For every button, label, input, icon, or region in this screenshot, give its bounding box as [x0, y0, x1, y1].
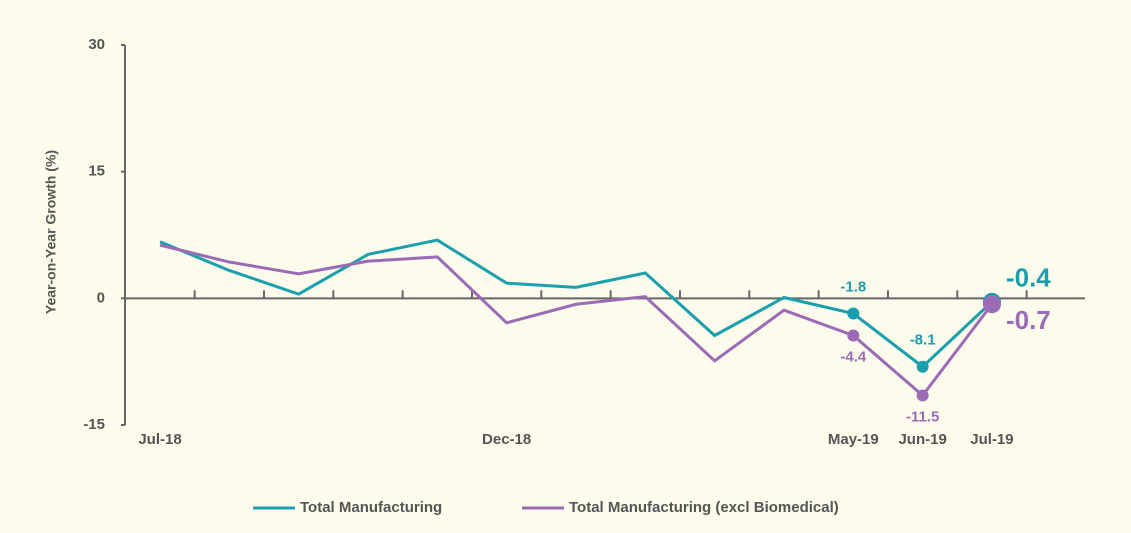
data-label: -8.1	[910, 332, 936, 349]
data-label: -0.7	[1006, 305, 1051, 335]
y-axis-label: Year-on-Year Growth (%)	[43, 150, 59, 314]
x-tick-label: Jul-18	[138, 431, 181, 448]
data-label: -11.5	[906, 408, 939, 425]
x-tick-label: Jun-19	[898, 431, 946, 448]
data-point	[982, 295, 1001, 314]
y-tick-label: 0	[97, 289, 105, 306]
data-label: -0.4	[1006, 263, 1051, 293]
y-tick-label: -15	[83, 416, 105, 433]
data-label: -1.8	[840, 279, 866, 296]
data-point	[847, 329, 860, 342]
data-point	[847, 307, 860, 320]
series-line	[159, 243, 994, 398]
data-label: -4.4	[840, 348, 867, 365]
x-tick-label: Dec-18	[482, 431, 531, 448]
y-tick-label: 15	[88, 163, 105, 180]
legend-label: Total Manufacturing	[300, 499, 442, 516]
legend-label: Total Manufacturing (excl Biomedical)	[569, 499, 839, 516]
data-point	[916, 389, 929, 402]
x-tick-label: May-19	[828, 431, 879, 448]
y-tick-label: 30	[88, 36, 105, 53]
data-point	[916, 360, 929, 373]
x-tick-label: Jul-19	[970, 431, 1013, 448]
